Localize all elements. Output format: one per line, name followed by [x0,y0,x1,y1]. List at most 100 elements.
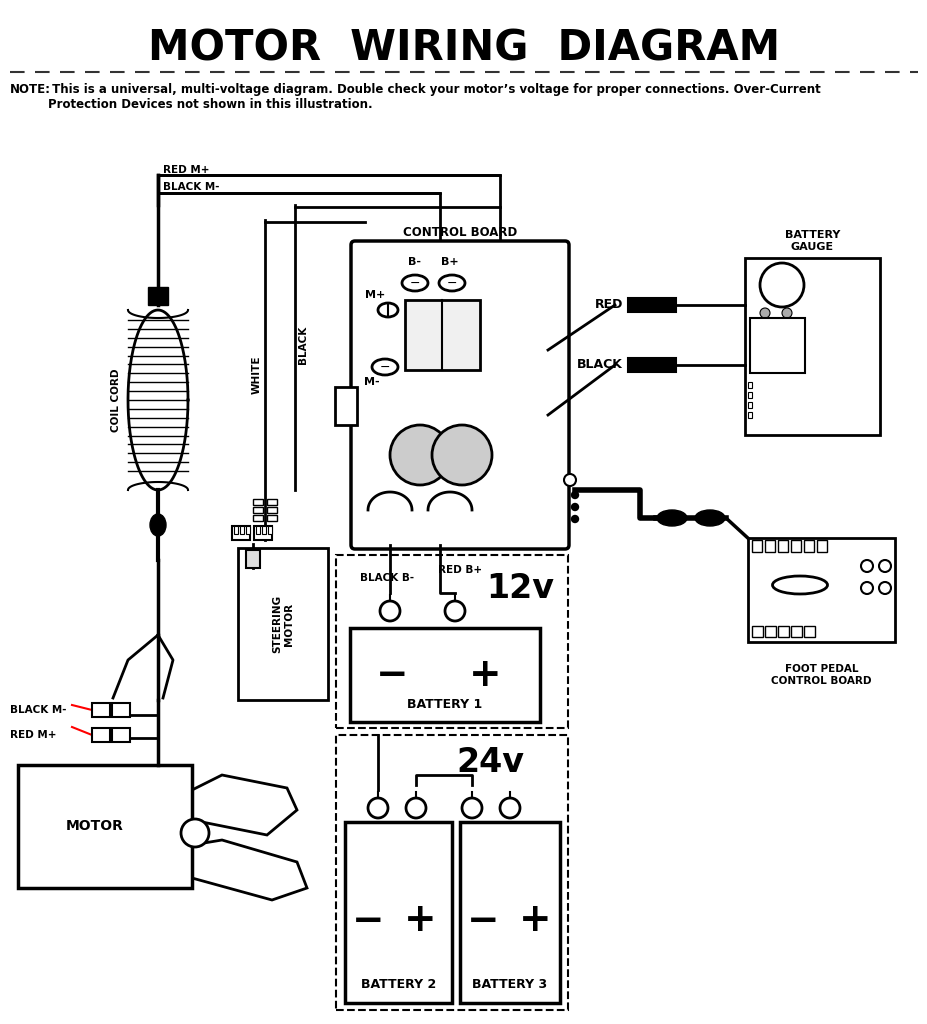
Bar [253,515,262,521]
Text: STEERING
MOTOR: STEERING MOTOR [272,595,294,653]
Bar [147,287,168,305]
Bar [261,526,266,534]
Text: RED: RED [594,299,622,311]
Text: +: + [468,656,501,694]
Circle shape [462,798,481,818]
Text: −: − [446,276,457,290]
Circle shape [759,263,803,307]
Text: BLACK M-: BLACK M- [163,182,220,193]
Circle shape [368,798,387,818]
Text: −: − [410,276,420,290]
Circle shape [406,798,425,818]
Text: RED M+: RED M+ [163,165,210,175]
Bar [349,628,540,722]
Bar [747,412,751,418]
Bar [246,526,249,534]
Text: BATTERY 2: BATTERY 2 [361,979,436,991]
Circle shape [571,504,578,511]
Text: BATTERY 3: BATTERY 3 [472,979,547,991]
Text: B+: B+ [440,257,458,267]
Text: M-: M- [363,377,379,387]
Bar [790,540,800,552]
Bar [240,526,244,534]
Circle shape [571,515,578,522]
Circle shape [781,330,791,340]
Bar [744,258,879,435]
Ellipse shape [771,575,827,594]
Circle shape [389,425,450,485]
Bar [764,540,774,552]
Ellipse shape [372,359,398,375]
Bar [764,626,775,637]
Circle shape [432,425,491,485]
Text: WHITE: WHITE [252,355,261,394]
Bar [747,538,894,642]
Ellipse shape [150,514,166,536]
Text: +: + [403,901,436,939]
Bar [460,822,559,1002]
Bar [747,402,751,408]
Bar [336,555,567,728]
Text: M+: M+ [364,290,385,300]
Text: 24v: 24v [455,746,524,779]
Bar [112,703,130,717]
Circle shape [571,492,578,499]
Circle shape [500,798,519,818]
Ellipse shape [694,510,724,526]
Circle shape [860,582,872,594]
Text: This is a universal, multi-voltage diagram. Double check your motor’s voltage fo: This is a universal, multi-voltage diagr… [48,83,819,111]
Circle shape [181,819,209,847]
Text: −: − [375,656,408,694]
Bar [234,526,237,534]
Text: BLACK M-: BLACK M- [10,705,67,715]
Bar [803,540,813,552]
Bar [628,358,675,372]
Bar [112,728,130,742]
Bar [237,548,327,700]
FancyBboxPatch shape [350,241,568,549]
Text: FOOT PEDAL
CONTROL BOARD: FOOT PEDAL CONTROL BOARD [770,664,870,686]
Polygon shape [192,775,297,835]
Bar [751,540,761,552]
Circle shape [860,560,872,572]
Bar [749,318,804,373]
Text: 12v: 12v [486,571,553,604]
Text: MOTOR: MOTOR [66,819,124,834]
Circle shape [759,330,769,340]
Bar [267,507,276,513]
Ellipse shape [656,510,686,526]
Ellipse shape [401,275,427,291]
Bar [816,540,826,552]
Bar [254,526,272,540]
Circle shape [445,601,464,621]
Bar [267,499,276,505]
Text: BATTERY
GAUGE: BATTERY GAUGE [784,230,839,252]
Text: NOTE:: NOTE: [10,83,51,96]
Bar [777,540,787,552]
Bar [253,499,262,505]
Text: BATTERY 1: BATTERY 1 [407,697,482,711]
Bar [92,703,110,717]
Text: MOTOR  WIRING  DIAGRAM: MOTOR WIRING DIAGRAM [147,27,780,69]
Circle shape [759,352,769,362]
Bar [267,515,276,521]
Text: B-: B- [408,257,421,267]
Text: +: + [518,901,551,939]
Bar [246,550,260,568]
Circle shape [379,601,400,621]
Bar [790,626,801,637]
Bar [268,526,272,534]
Ellipse shape [377,303,398,317]
Text: BLACK: BLACK [577,358,622,372]
Circle shape [564,474,576,486]
Bar [747,392,751,398]
Bar [751,626,762,637]
Bar [92,728,110,742]
Bar [256,526,260,534]
Text: BLACK B-: BLACK B- [360,573,413,583]
Text: CONTROL BOARD: CONTROL BOARD [402,226,516,239]
Bar [336,735,567,1010]
Circle shape [781,352,791,362]
Polygon shape [192,840,307,900]
Bar [232,526,249,540]
